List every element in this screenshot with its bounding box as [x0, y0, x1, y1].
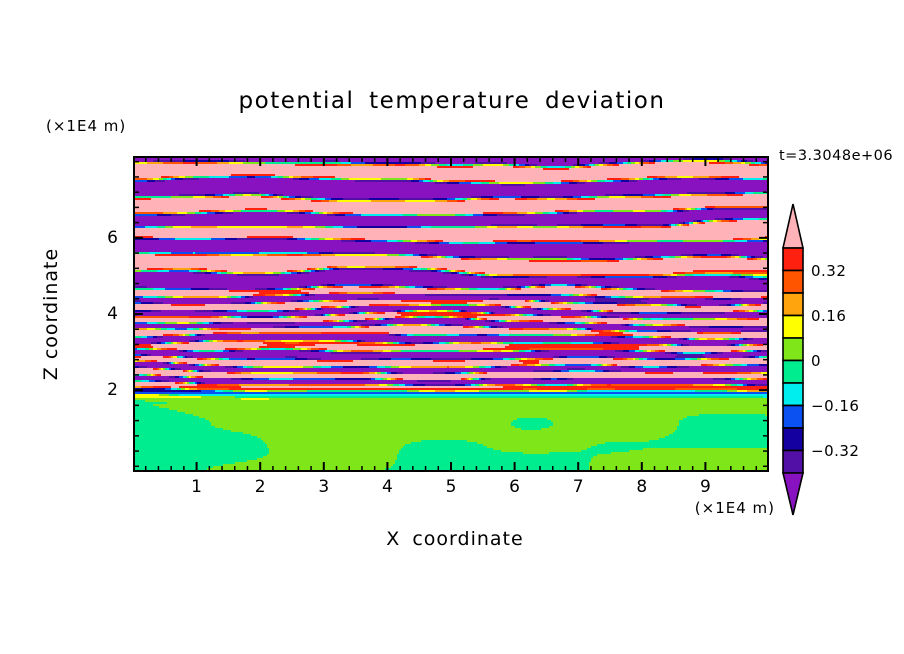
colorbar-label-0.16: 0.16 [811, 306, 847, 325]
x-tick-label-7: 7 [572, 477, 584, 497]
x-axis-title: X coordinate [386, 528, 524, 550]
x-tick-label-9: 9 [699, 477, 711, 497]
x-axis-units-label: (×1E4 m) [694, 499, 775, 517]
x-tick-label-4: 4 [381, 477, 393, 497]
colorbar [782, 203, 805, 516]
colorbar-label-−0.32: −0.32 [811, 441, 860, 460]
x-tick-label-8: 8 [636, 477, 648, 497]
y-tick-label-4: 4 [107, 304, 118, 324]
y-tick-label-2: 2 [107, 380, 118, 401]
x-tick-label-3: 3 [318, 477, 330, 497]
colorbar-label-−0.16: −0.16 [811, 396, 860, 415]
x-tick-label-1: 1 [191, 477, 202, 497]
plot-title: potential temperature deviation [238, 88, 666, 114]
colorbar-label-0: 0 [811, 351, 822, 370]
y-tick-label-6: 6 [107, 227, 118, 248]
x-tick-label-2: 2 [254, 477, 266, 497]
colorbar-label-0.32: 0.32 [811, 261, 847, 280]
y-axis-title: Z coordinate [40, 247, 62, 381]
contour-field-canvas [133, 156, 769, 472]
x-tick-label-5: 5 [445, 477, 457, 497]
y-axis-units-label: (×1E4 m) [46, 117, 127, 135]
x-tick-label-6: 6 [509, 477, 520, 497]
time-annotation: t=3.3048e+06 [779, 148, 894, 164]
contour-plot-area [133, 156, 769, 472]
